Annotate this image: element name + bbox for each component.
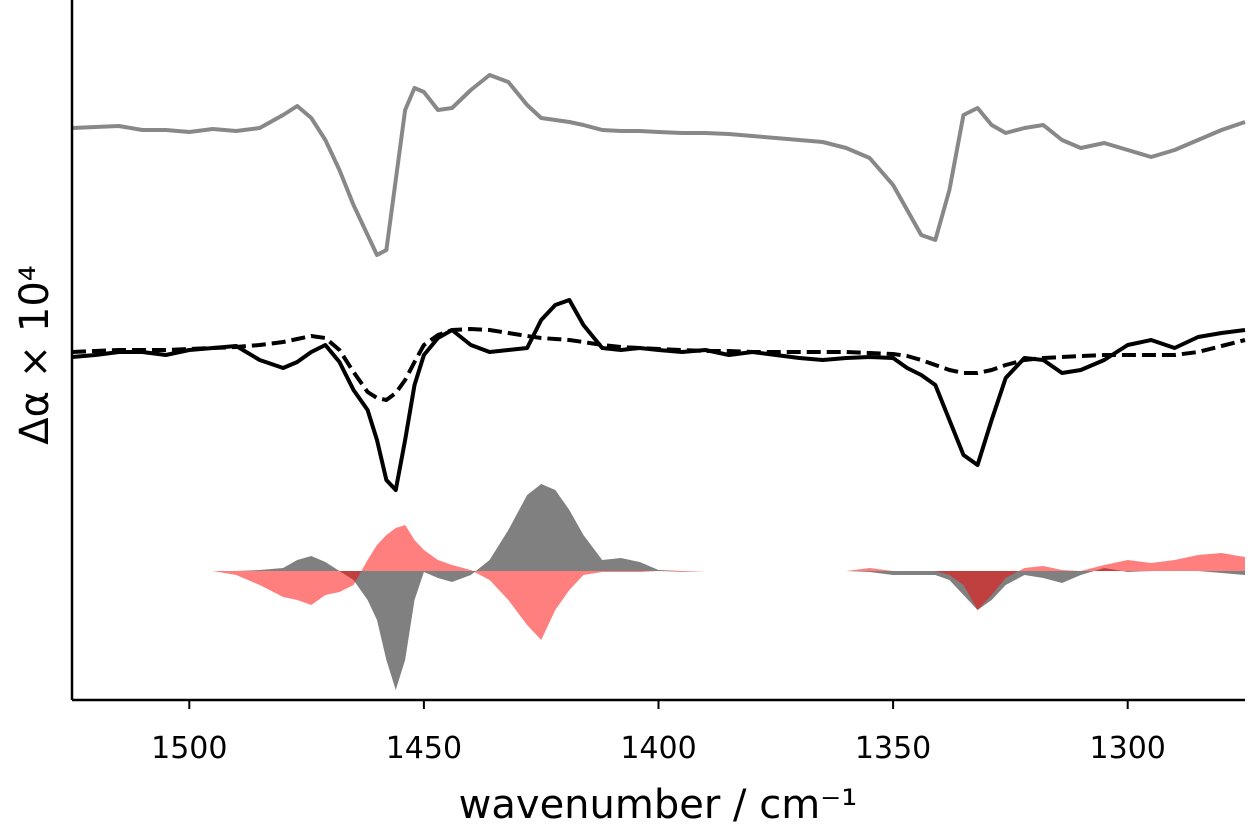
line-series — [71, 73, 1246, 257]
line-series — [71, 298, 1246, 492]
x-tick-label: 1400 — [620, 731, 696, 766]
x-tick-label: 1350 — [855, 731, 931, 766]
line-series — [71, 327, 1246, 402]
filled-area — [72, 525, 1245, 640]
filled-area — [72, 484, 1245, 690]
y-axis-label: Δα × 10⁴ — [12, 265, 58, 445]
x-tick-label: 1500 — [151, 731, 227, 766]
x-tick-label: 1450 — [386, 731, 462, 766]
x-tick-label: 1300 — [1090, 731, 1166, 766]
x-axis-label: wavenumber / cm⁻¹ — [459, 782, 858, 828]
